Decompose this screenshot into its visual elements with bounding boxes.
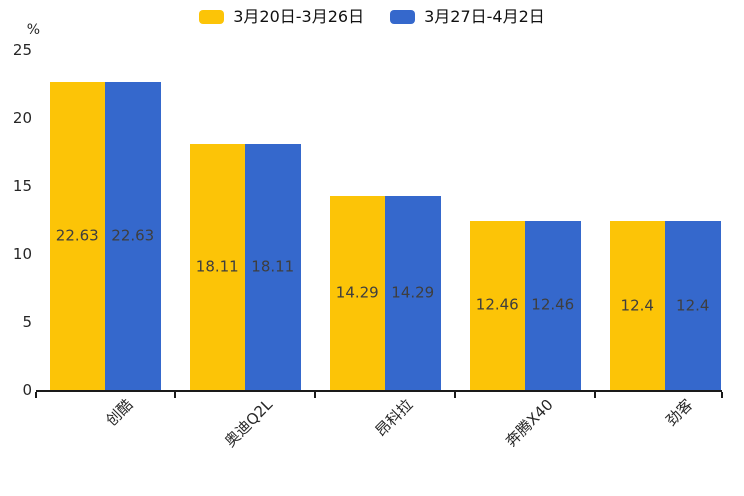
bar-奥迪Q2L-series2 bbox=[245, 143, 301, 390]
bar-昂科拉-series2 bbox=[385, 195, 441, 390]
bar-value-label: 22.63 bbox=[111, 226, 155, 245]
bar-劲客-series2 bbox=[665, 221, 721, 390]
legend-label-week1: 3月20日-3月26日 bbox=[233, 7, 365, 26]
legend-swatch-blue-icon bbox=[390, 10, 416, 24]
x-axis-tick-2 bbox=[314, 392, 316, 398]
legend-swatch-yellow-icon bbox=[199, 10, 225, 24]
bar-奔腾X40-series1 bbox=[469, 220, 525, 390]
y-axis-tick-label-5: 5 bbox=[22, 313, 32, 331]
x-axis-line bbox=[36, 390, 722, 392]
y-axis-unit-label: % bbox=[26, 22, 40, 38]
bar-value-label: 14.29 bbox=[335, 283, 379, 302]
legend-label-week2: 3月27日-4月2日 bbox=[424, 7, 545, 26]
chart-legend: 3月20日-3月26日 3月27日-4月2日 bbox=[0, 9, 744, 25]
x-axis-tick-4 bbox=[594, 392, 596, 398]
legend-item-week2[interactable]: 3月27日-4月2日 bbox=[390, 9, 545, 25]
bar-value-label: 14.29 bbox=[391, 283, 435, 302]
bar-value-label: 12.46 bbox=[531, 295, 575, 314]
bar-value-label: 12.4 bbox=[620, 296, 654, 315]
y-axis-tick-label-20: 20 bbox=[12, 109, 32, 127]
legend-item-week1[interactable]: 3月20日-3月26日 bbox=[199, 9, 364, 25]
y-axis-tick-label-10: 10 bbox=[12, 245, 32, 263]
x-axis-label-创酷: 创酷 bbox=[102, 395, 137, 430]
y-axis-tick-label-0: 0 bbox=[22, 381, 32, 399]
bar-创酷-series2 bbox=[105, 82, 161, 390]
bar-奥迪Q2L-series1 bbox=[189, 143, 245, 390]
bar-劲客-series1 bbox=[609, 221, 665, 390]
bar-value-label: 12.4 bbox=[676, 296, 710, 315]
x-axis-label-劲客: 劲客 bbox=[662, 395, 697, 430]
bar-昂科拉-series1 bbox=[329, 195, 385, 390]
x-axis-tick-1 bbox=[174, 392, 176, 398]
bar-创酷-series1 bbox=[49, 82, 105, 390]
x-axis-label-昂科拉: 昂科拉 bbox=[371, 395, 417, 441]
x-axis-label-奥迪Q2L: 奥迪Q2L bbox=[221, 395, 277, 451]
y-axis-tick-label-15: 15 bbox=[12, 177, 32, 195]
bar-value-label: 18.11 bbox=[195, 257, 239, 276]
x-axis-tick-3 bbox=[454, 392, 456, 398]
x-axis-tick-5 bbox=[721, 392, 723, 398]
x-axis-label-奔腾X40: 奔腾X40 bbox=[501, 395, 557, 451]
bar-value-label: 18.11 bbox=[251, 257, 295, 276]
bar-value-label: 12.46 bbox=[475, 295, 519, 314]
y-axis-tick-label-25: 25 bbox=[12, 41, 32, 59]
x-axis-tick-0 bbox=[35, 392, 37, 398]
bar-value-label: 22.63 bbox=[55, 226, 99, 245]
bar-奔腾X40-series2 bbox=[525, 220, 581, 390]
